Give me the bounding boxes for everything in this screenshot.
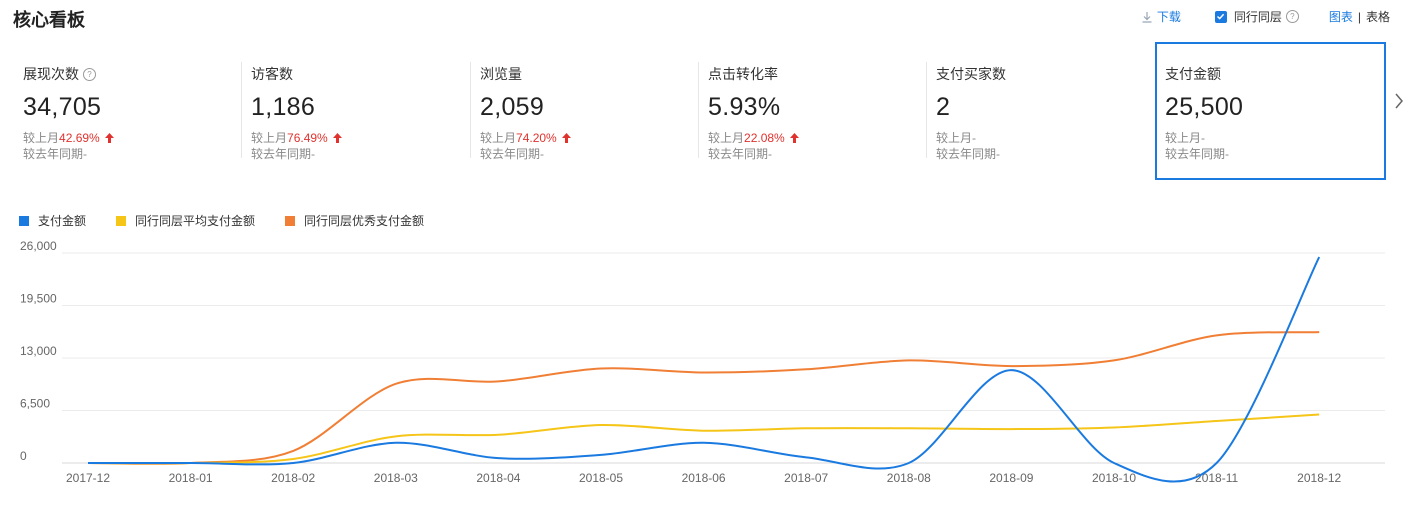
arrow-up-icon — [332, 133, 342, 143]
x-tick-label: 2018-06 — [682, 471, 726, 485]
x-tick-label: 2018-05 — [579, 471, 623, 485]
checkmark-icon — [1217, 13, 1225, 20]
chart-legend: 支付金额 同行同层平均支付金额 同行同层优秀支付金额 — [19, 212, 454, 229]
x-tick-label: 2017-12 — [66, 471, 110, 485]
metric-comparison: 较上月42.69% 较去年同期- — [23, 130, 241, 162]
mom-label: 较上月- — [1165, 131, 1205, 145]
toolbar: 下载 同行同层 ? 图表 | 表格 — [1141, 8, 1390, 25]
mom-label: 较上月 — [708, 131, 745, 145]
mom-label: 较上月 — [480, 131, 517, 145]
metric-comparison: 较上月76.49% 较去年同期- — [251, 130, 469, 162]
y-tick-label: 19,500 — [20, 292, 57, 306]
yoy-label: 较去年同期- — [708, 147, 772, 161]
download-icon — [1142, 11, 1152, 23]
metric-label: 点击转化率 — [708, 66, 778, 82]
yoy-label: 较去年同期- — [23, 147, 87, 161]
series-line-1 — [87, 413, 1320, 465]
x-tick-label: 2018-09 — [989, 471, 1033, 485]
legend-item-payment-amount[interactable]: 支付金额 — [19, 212, 86, 229]
metric-comparison: 较上月- 较去年同期- — [936, 130, 1154, 162]
metric-value: 34,705 — [23, 93, 102, 121]
metric-value: 2 — [936, 93, 951, 121]
mom-percent: 74.20% — [516, 131, 557, 145]
download-button[interactable]: 下载 — [1141, 8, 1181, 25]
view-chart-tab[interactable]: 图表 — [1328, 10, 1353, 24]
metric-value: 5.93% — [708, 93, 781, 121]
x-tick-label: 2018-02 — [271, 471, 315, 485]
download-label: 下载 — [1156, 10, 1181, 24]
x-tick-label: 2018-11 — [1195, 471, 1238, 485]
x-tick-label: 2018-07 — [784, 471, 828, 485]
metric-comparison: 较上月- 较去年同期- — [1165, 130, 1384, 162]
legend-label: 同行同层优秀支付金额 — [304, 214, 425, 228]
legend-label: 同行同层平均支付金额 — [135, 214, 256, 228]
metric-card-conversion-rate[interactable]: 点击转化率 5.93% 较上月22.08% 较去年同期- — [698, 42, 926, 180]
y-tick-label: 6,500 — [20, 397, 50, 411]
mom-label: 较上月 — [23, 131, 60, 145]
metric-comparison: 较上月74.20% 较去年同期- — [480, 130, 698, 162]
view-table-tab[interactable]: 表格 — [1365, 10, 1390, 24]
peer-checkbox[interactable] — [1214, 10, 1227, 23]
view-switch: 图表 | 表格 — [1329, 8, 1390, 25]
legend-item-peer-excellent[interactable]: 同行同层优秀支付金额 — [285, 212, 424, 229]
metric-label: 支付买家数 — [936, 66, 1006, 82]
yoy-label: 较去年同期- — [480, 147, 544, 161]
legend-swatch — [19, 215, 29, 226]
help-icon[interactable]: ? — [83, 67, 96, 81]
mom-percent: 42.69% — [59, 131, 100, 145]
metric-cards: 展现次数? 34,705 较上月42.69% 较去年同期- 访客数 1,186 … — [13, 42, 1386, 180]
peer-toggle[interactable]: 同行同层 ? — [1214, 8, 1299, 25]
yoy-label: 较去年同期- — [936, 147, 1000, 161]
next-cards-button[interactable] — [1394, 92, 1404, 115]
y-tick-label: 26,000 — [20, 239, 57, 253]
metric-value: 2,059 — [480, 93, 545, 121]
help-icon[interactable]: ? — [1285, 10, 1299, 23]
metric-label: 支付金额 — [1165, 66, 1221, 82]
legend-label: 支付金额 — [38, 214, 87, 228]
metric-value: 1,186 — [251, 93, 316, 121]
yoy-label: 较去年同期- — [1165, 147, 1229, 161]
card-divider — [241, 62, 242, 158]
view-separator: | — [1357, 9, 1361, 24]
metric-card-pageviews[interactable]: 浏览量 2,059 较上月74.20% 较去年同期- — [470, 42, 698, 180]
arrow-up-icon — [789, 133, 799, 143]
metric-card-payment-amount[interactable]: 支付金额 25,500 较上月- 较去年同期- — [1155, 42, 1386, 180]
page-title: 核心看板 — [13, 10, 85, 30]
yoy-label: 较去年同期- — [251, 147, 315, 161]
metric-label: 访客数 — [251, 66, 293, 82]
metric-card-impressions[interactable]: 展现次数? 34,705 较上月42.69% 较去年同期- — [13, 42, 241, 180]
card-divider — [926, 62, 927, 158]
metric-label: 浏览量 — [480, 66, 522, 82]
metric-card-visitors[interactable]: 访客数 1,186 较上月76.49% 较去年同期- — [241, 42, 469, 180]
metric-comparison: 较上月22.08% 较去年同期- — [708, 130, 926, 162]
arrow-up-icon — [561, 133, 571, 143]
legend-swatch — [116, 215, 127, 226]
arrow-up-icon — [104, 133, 114, 143]
mom-percent: 22.08% — [744, 131, 785, 145]
y-tick-label: 13,000 — [20, 344, 57, 358]
card-divider — [470, 62, 471, 158]
x-tick-label: 2018-12 — [1297, 471, 1341, 485]
y-tick-label: 0 — [20, 449, 27, 463]
mom-label: 较上月 — [251, 131, 288, 145]
legend-swatch — [285, 215, 296, 226]
series-line-2 — [87, 331, 1320, 465]
legend-item-peer-average[interactable]: 同行同层平均支付金额 — [116, 212, 255, 229]
series-line-0 — [88, 256, 1321, 483]
metric-card-paying-buyers[interactable]: 支付买家数 2 较上月- 较去年同期- — [926, 42, 1154, 180]
x-tick-label: 2018-01 — [169, 471, 213, 485]
metric-label: 展现次数 — [23, 66, 79, 82]
chevron-right-icon — [1395, 93, 1403, 109]
peer-label: 同行同层 — [1233, 10, 1282, 24]
mom-percent: 76.49% — [287, 131, 328, 145]
metric-value: 25,500 — [1165, 93, 1244, 121]
x-tick-label: 2018-03 — [374, 471, 418, 485]
x-tick-label: 2018-04 — [476, 471, 520, 485]
x-tick-label: 2018-10 — [1092, 471, 1136, 485]
x-tick-label: 2018-08 — [887, 471, 931, 485]
card-divider — [698, 62, 699, 158]
mom-label: 较上月- — [936, 131, 976, 145]
